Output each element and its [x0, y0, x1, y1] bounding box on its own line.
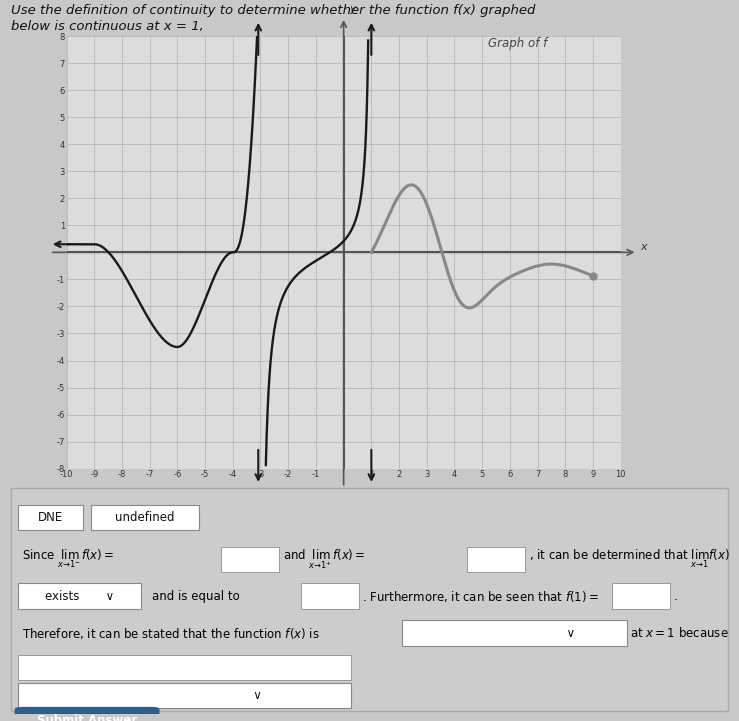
FancyBboxPatch shape — [91, 505, 200, 531]
FancyBboxPatch shape — [402, 620, 627, 646]
Text: x: x — [640, 242, 647, 252]
FancyBboxPatch shape — [612, 583, 670, 609]
FancyBboxPatch shape — [18, 683, 352, 708]
Text: ∨: ∨ — [454, 627, 575, 640]
Text: undefined: undefined — [115, 511, 174, 524]
Text: DNE: DNE — [38, 511, 64, 524]
FancyBboxPatch shape — [467, 547, 525, 572]
Text: at $x = 1$ because: at $x = 1$ because — [630, 626, 729, 640]
Text: ∨: ∨ — [107, 689, 262, 702]
FancyBboxPatch shape — [11, 487, 728, 712]
Text: Graph of f: Graph of f — [488, 37, 547, 50]
FancyBboxPatch shape — [18, 505, 84, 531]
FancyBboxPatch shape — [18, 655, 352, 681]
Text: y: y — [350, 4, 355, 14]
Text: and is equal to: and is equal to — [152, 590, 240, 603]
Text: , it can be determined that $\lim_{x\to 1}f(x)$: , it can be determined that $\lim_{x\to … — [529, 548, 730, 570]
FancyBboxPatch shape — [221, 547, 279, 572]
FancyBboxPatch shape — [18, 583, 141, 609]
Text: . Furthermore, it can be seen that $f(1) =$: . Furthermore, it can be seen that $f(1)… — [362, 588, 599, 603]
Text: Since $\lim_{x\to 1^-}f(x) =$: Since $\lim_{x\to 1^-}f(x) =$ — [22, 548, 114, 570]
Text: Use the definition of continuity to determine whether the function f(x) graphed: Use the definition of continuity to dete… — [11, 4, 536, 17]
Text: .: . — [674, 590, 678, 603]
Text: exists       ∨: exists ∨ — [45, 590, 115, 603]
Text: below is continuous at x = 1,: below is continuous at x = 1, — [11, 20, 204, 33]
Text: Therefore, it can be stated that the function $f(x)$ is: Therefore, it can be stated that the fun… — [22, 626, 319, 640]
Text: Submit Answer: Submit Answer — [37, 715, 137, 721]
Text: and $\lim_{x\to 1^+}f(x) =$: and $\lim_{x\to 1^+}f(x) =$ — [282, 547, 365, 571]
FancyBboxPatch shape — [301, 583, 358, 609]
FancyBboxPatch shape — [15, 707, 160, 721]
